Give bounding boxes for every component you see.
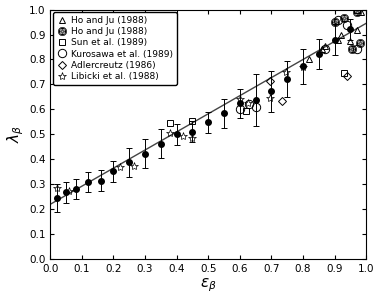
Legend: Ho and Ju (1988), Ho and Ju (1988), Sun et al. (1989), Kurosawa et al. (1989), A: Ho and Ju (1988), Ho and Ju (1988), Sun … [53,12,177,85]
X-axis label: $\varepsilon_{\beta}$: $\varepsilon_{\beta}$ [200,277,217,294]
Y-axis label: $\lambda_{\beta}$: $\lambda_{\beta}$ [6,125,26,143]
